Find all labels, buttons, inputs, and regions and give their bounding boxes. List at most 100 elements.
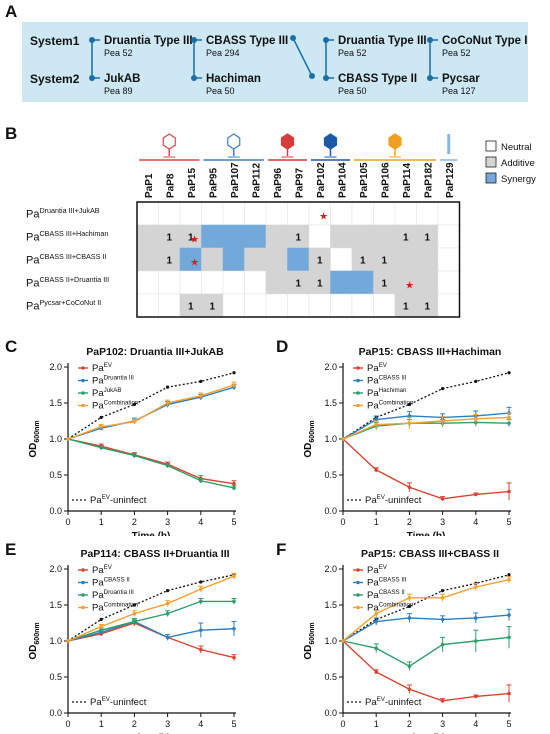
legend-swatch xyxy=(485,140,497,152)
legend-marker xyxy=(81,580,85,585)
y-axis-label: OD600nm xyxy=(28,420,41,457)
series-line xyxy=(67,384,235,440)
series-line xyxy=(342,421,510,440)
y-tick-label: 1.0 xyxy=(49,434,62,444)
uninfect-point xyxy=(441,589,445,593)
heatmap-cell xyxy=(308,293,331,318)
data-point xyxy=(165,611,170,616)
x-tick-label: 1 xyxy=(99,719,104,729)
significance-star-icon: ★ xyxy=(319,211,328,222)
uninfect-point xyxy=(132,603,136,607)
x-tick-label: 5 xyxy=(231,517,236,527)
x-tick-label: 3 xyxy=(440,517,445,527)
data-point xyxy=(440,642,445,647)
legend-marker xyxy=(81,605,85,610)
data-point xyxy=(507,415,511,420)
panel-a-background xyxy=(22,22,528,102)
data-point xyxy=(99,445,103,450)
y-tick-label: 0.5 xyxy=(49,672,62,682)
heatmap-cell xyxy=(437,247,460,272)
phage-column-header: PaP107 xyxy=(230,162,241,198)
legend-label: PaCBASS II xyxy=(367,589,405,601)
uninfect-point xyxy=(199,379,203,383)
phage-column-header: PaP105 xyxy=(359,162,370,198)
phage-column-header: PaP182 xyxy=(423,162,434,198)
heatmap-border xyxy=(136,201,461,318)
data-point xyxy=(507,421,511,425)
uninfect-point xyxy=(132,402,136,407)
data-point xyxy=(132,419,137,424)
system-name: Pycsar xyxy=(442,73,480,85)
data-point xyxy=(374,670,378,674)
heatmap-cell xyxy=(222,270,245,295)
phage-column-header: PaP1 xyxy=(144,173,155,198)
panel-label-d: D xyxy=(276,337,289,356)
x-tick-label: 4 xyxy=(198,719,203,729)
heatmap-cell xyxy=(158,201,181,226)
heatmap-cell xyxy=(244,270,267,295)
legend-label: PaDruantia III xyxy=(92,589,134,601)
x-tick-label: 2 xyxy=(132,719,137,729)
heatmap-cell xyxy=(287,247,310,272)
y-tick-label: 0.0 xyxy=(324,506,337,516)
data-point xyxy=(407,664,412,668)
heatmap-cell xyxy=(330,270,353,295)
data-point xyxy=(99,624,103,629)
legend-marker xyxy=(356,568,360,572)
bracket-dot xyxy=(191,37,197,43)
phage-column-header: PaP96 xyxy=(273,168,284,198)
pair-bracket xyxy=(429,39,438,79)
phage-icon xyxy=(323,133,338,158)
system1-label: System1 xyxy=(30,34,80,48)
strain-row-label: PaCBASS II+Druantia III xyxy=(26,275,109,289)
legend-label: PaEV xyxy=(367,362,388,374)
heatmap-cell xyxy=(330,201,353,226)
data-point xyxy=(165,401,170,405)
heatmap-cell xyxy=(265,270,288,295)
growth-chart-f: PaP15: CBASS III+CBASS II 0 1 2 3 4 5 0.0 0.5 1.0… xyxy=(303,548,512,734)
data-point xyxy=(407,421,412,425)
y-tick-label: 0.0 xyxy=(324,708,337,718)
series-line xyxy=(342,416,510,440)
bracket-dot xyxy=(323,75,329,81)
legend-marker xyxy=(356,366,360,370)
legend-marker xyxy=(81,378,85,383)
chart-title: PaP102: Druantia III+JukAB xyxy=(86,346,224,358)
strain-row-label: PaDruantia III+JukAB xyxy=(26,206,100,220)
heatmap-cell xyxy=(373,201,396,226)
additive-value: 1 xyxy=(381,279,387,290)
x-tick-label: 1 xyxy=(99,517,104,527)
y-tick-label: 1.0 xyxy=(49,636,62,646)
heatmap-cell xyxy=(373,224,396,249)
uninfect-point xyxy=(99,415,103,419)
heatmap-cell xyxy=(330,293,353,318)
data-point xyxy=(474,585,478,589)
series-line xyxy=(342,614,510,642)
data-point xyxy=(232,599,236,604)
panel-label-c: C xyxy=(5,337,18,356)
uninfect-point xyxy=(407,402,411,407)
additive-value: 1 xyxy=(403,302,409,313)
data-point xyxy=(507,613,511,617)
legend-marker xyxy=(356,378,360,383)
heatmap-cell xyxy=(437,201,460,226)
significance-star-icon: ★ xyxy=(190,234,199,245)
x-tick-label: 4 xyxy=(473,719,478,729)
uninfect-point xyxy=(474,379,478,383)
x-tick-label: 0 xyxy=(65,517,70,527)
legend-label: PaEV xyxy=(367,564,388,576)
heatmap-cell xyxy=(201,247,224,272)
heatmap-cell xyxy=(201,201,224,226)
phage-column-header: PaP97 xyxy=(294,168,305,198)
significance-star-icon: ★ xyxy=(405,280,414,291)
data-point xyxy=(66,639,70,643)
system-source: Pea 52 xyxy=(442,48,471,58)
heatmap-cell xyxy=(394,247,417,272)
phage-icon xyxy=(280,133,295,158)
y-axis-label: OD600nm xyxy=(303,622,316,659)
data-point xyxy=(440,617,445,622)
y-tick-label: 2.0 xyxy=(324,564,337,574)
uninfect-point xyxy=(441,387,445,391)
y-axis-label: OD600nm xyxy=(28,622,41,659)
legend-marker xyxy=(81,593,85,597)
